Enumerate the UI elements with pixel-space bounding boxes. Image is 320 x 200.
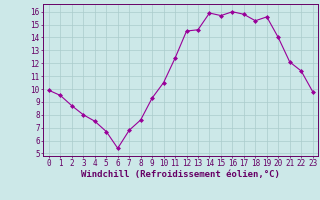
X-axis label: Windchill (Refroidissement éolien,°C): Windchill (Refroidissement éolien,°C) [81,170,280,179]
